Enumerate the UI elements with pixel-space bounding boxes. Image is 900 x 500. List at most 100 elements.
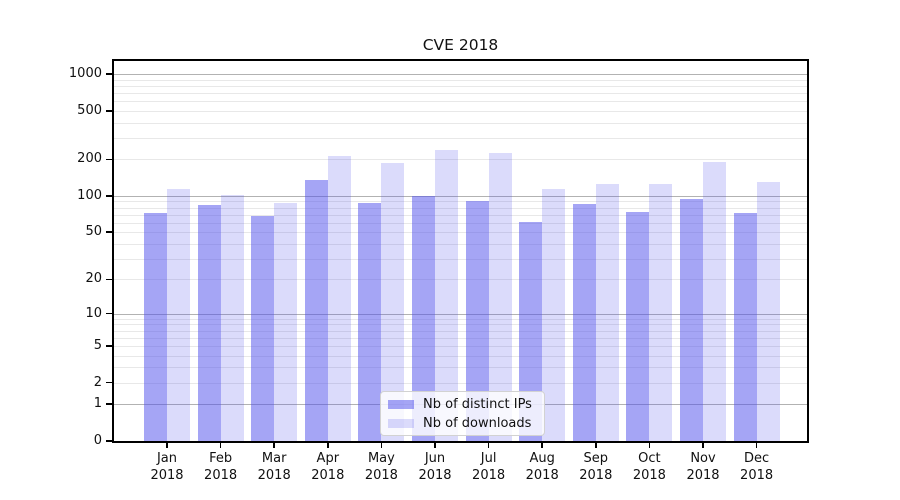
x-tick-year: 2018 bbox=[311, 468, 345, 483]
x-tick-year: 2018 bbox=[740, 468, 774, 483]
bar-nb-of-distinct-ips-mar bbox=[251, 216, 275, 441]
gridline-minor bbox=[114, 159, 807, 161]
gridline-minor bbox=[114, 101, 807, 103]
x-tick-mark bbox=[219, 443, 222, 448]
legend-row: Nb of distinct IPs bbox=[388, 397, 538, 412]
x-tick-label: Feb 2018 bbox=[193, 450, 249, 484]
x-tick-label: Oct 2018 bbox=[621, 450, 677, 484]
y-tick-label: 1 bbox=[93, 396, 102, 412]
gridline-minor bbox=[114, 110, 807, 112]
y-tick-mark bbox=[106, 440, 112, 442]
gridline-major bbox=[114, 313, 807, 315]
x-tick-label: Jan 2018 bbox=[139, 450, 195, 484]
legend-label-downloads: Nb of downloads bbox=[423, 415, 532, 431]
legend-swatch-downloads bbox=[388, 418, 414, 428]
y-tick-label: 2 bbox=[93, 374, 102, 390]
gridline-minor bbox=[114, 214, 807, 216]
y-tick-mark bbox=[106, 381, 112, 384]
gridline-minor bbox=[114, 85, 807, 87]
x-tick-label: May 2018 bbox=[353, 450, 409, 484]
gridline-minor bbox=[114, 207, 807, 209]
plot-area bbox=[112, 59, 809, 443]
legend-label-distinct-ips: Nb of distinct IPs bbox=[423, 396, 532, 412]
bar-nb-of-downloads-jun bbox=[435, 149, 458, 441]
gridline-minor bbox=[114, 137, 807, 139]
y-tick-mark bbox=[106, 345, 112, 347]
chart-title: CVE 2018 bbox=[422, 36, 499, 54]
x-tick-year: 2018 bbox=[257, 468, 291, 483]
y-tick-mark bbox=[106, 73, 112, 75]
y-tick-label: 500 bbox=[77, 102, 102, 118]
y-tick-label: 200 bbox=[77, 151, 102, 167]
plot-canvas bbox=[114, 61, 807, 441]
y-tick-label: 5 bbox=[93, 337, 102, 353]
gridline-minor bbox=[114, 122, 807, 124]
y-tick-mark bbox=[106, 278, 112, 281]
legend-row: Nb of downloads bbox=[388, 416, 538, 431]
x-tick-mark bbox=[487, 443, 490, 448]
x-tick-year: 2018 bbox=[579, 468, 613, 483]
bar-nb-of-distinct-ips-feb bbox=[197, 205, 221, 441]
bar-nb-of-distinct-ips-oct bbox=[626, 211, 650, 441]
y-tick-label: 20 bbox=[85, 271, 102, 287]
bar-nb-of-distinct-ips-jul bbox=[465, 201, 489, 441]
bar-nb-of-downloads-nov bbox=[703, 162, 726, 441]
bar-nb-of-distinct-ips-may bbox=[358, 202, 382, 441]
bar-nb-of-distinct-ips-dec bbox=[733, 213, 757, 441]
x-tick-label: Mar 2018 bbox=[246, 450, 302, 484]
bar-nb-of-downloads-may bbox=[381, 162, 405, 441]
y-tick-label: 1000 bbox=[68, 66, 102, 82]
x-tick-year: 2018 bbox=[204, 468, 238, 483]
y-tick-label: 0 bbox=[93, 433, 102, 448]
x-tick-label: Apr 2018 bbox=[300, 450, 356, 484]
bar-nb-of-downloads-apr bbox=[327, 155, 351, 441]
gridline-minor bbox=[114, 232, 807, 234]
y-tick-mark bbox=[106, 231, 112, 233]
gridline-minor bbox=[114, 345, 807, 347]
y-tick-mark bbox=[106, 312, 112, 315]
x-tick-label: Aug 2018 bbox=[514, 450, 570, 484]
bar-nb-of-downloads-jan bbox=[167, 189, 190, 441]
bar-nb-of-downloads-mar bbox=[274, 202, 298, 441]
gridline-minor bbox=[114, 258, 807, 260]
gridline-minor bbox=[114, 382, 807, 384]
x-tick-mark bbox=[327, 443, 329, 448]
gridline-minor bbox=[114, 279, 807, 281]
legend-swatch-distinct-ips bbox=[388, 399, 414, 409]
gridline-minor bbox=[114, 367, 807, 369]
x-tick-year: 2018 bbox=[632, 468, 666, 483]
x-tick-year: 2018 bbox=[418, 468, 452, 483]
y-tick-mark bbox=[106, 158, 112, 161]
y-tick-mark bbox=[106, 195, 112, 197]
x-tick-year: 2018 bbox=[686, 468, 720, 483]
y-tick-mark bbox=[106, 403, 112, 405]
bar-nb-of-distinct-ips-aug bbox=[519, 221, 543, 441]
x-tick-label: Dec 2018 bbox=[729, 450, 785, 484]
gridline-minor bbox=[114, 79, 807, 81]
bar-nb-of-distinct-ips-jun bbox=[412, 195, 435, 441]
x-tick-label: Jun 2018 bbox=[407, 450, 463, 484]
gridline-minor bbox=[114, 222, 807, 224]
bar-nb-of-downloads-jul bbox=[488, 152, 512, 441]
x-tick-mark bbox=[541, 443, 543, 448]
x-tick-mark bbox=[380, 443, 383, 448]
gridline-major bbox=[114, 74, 807, 76]
gridline-minor bbox=[114, 243, 807, 245]
y-tick-label: 50 bbox=[85, 224, 102, 240]
y-tick-label: 100 bbox=[77, 187, 102, 203]
x-tick-mark bbox=[434, 443, 436, 448]
bar-nb-of-distinct-ips-nov bbox=[680, 199, 703, 441]
bar-nb-of-downloads-dec bbox=[756, 181, 780, 441]
gridline-minor bbox=[114, 93, 807, 95]
x-tick-mark bbox=[755, 443, 758, 448]
x-tick-year: 2018 bbox=[150, 468, 184, 483]
y-tick-label: 10 bbox=[85, 305, 102, 321]
x-tick-mark bbox=[702, 443, 704, 448]
x-tick-mark bbox=[648, 443, 651, 448]
gridline-minor bbox=[114, 324, 807, 326]
gridline-minor bbox=[114, 318, 807, 320]
bar-nb-of-distinct-ips-jan bbox=[144, 213, 167, 441]
x-tick-mark bbox=[166, 443, 168, 448]
bar-nb-of-distinct-ips-apr bbox=[304, 180, 328, 441]
bar-nb-of-distinct-ips-sep bbox=[572, 204, 596, 441]
